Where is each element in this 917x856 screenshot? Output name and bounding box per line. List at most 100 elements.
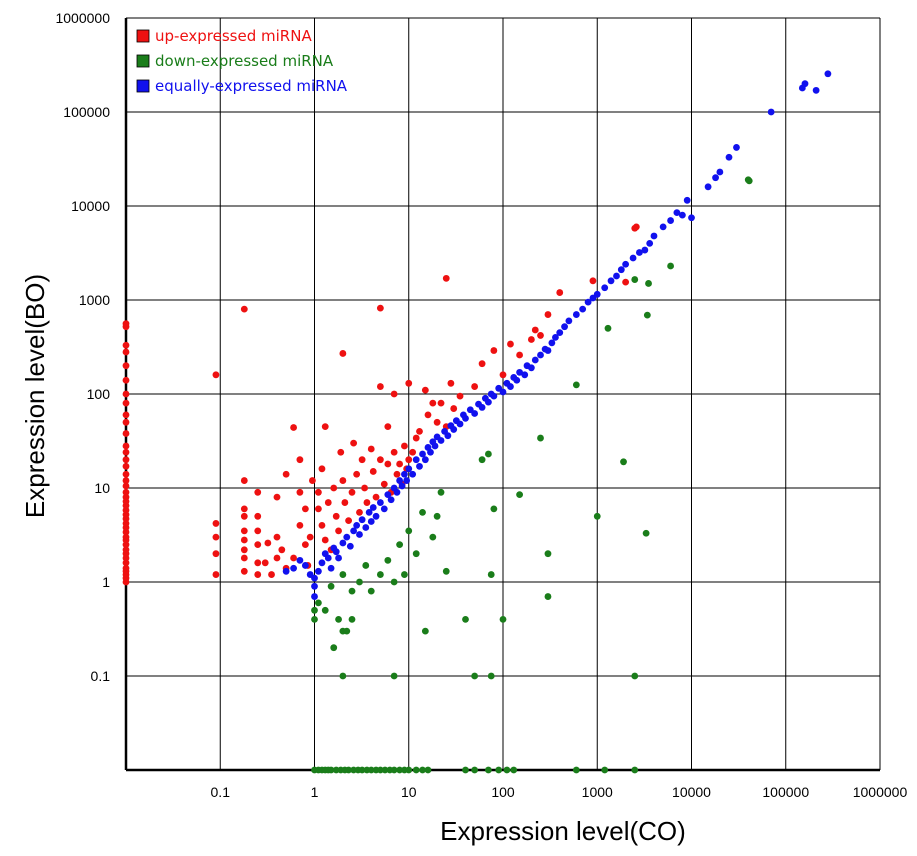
- data-point: [635, 249, 643, 256]
- data-point: [801, 80, 809, 88]
- data-point: [725, 153, 733, 161]
- data-point: [716, 168, 724, 176]
- data-point: [376, 304, 384, 312]
- data-point: [369, 468, 377, 475]
- data-point: [330, 644, 338, 652]
- data-point: [122, 399, 130, 407]
- data-point: [396, 541, 404, 548]
- data-point: [240, 512, 248, 520]
- data-point: [521, 371, 529, 379]
- data-point: [372, 493, 380, 501]
- data-point: [584, 298, 592, 306]
- data-point: [433, 512, 441, 520]
- data-point: [346, 542, 354, 550]
- data-point: [667, 217, 674, 224]
- data-point: [335, 527, 342, 535]
- data-point: [478, 360, 486, 368]
- data-point: [367, 445, 375, 453]
- data-point: [301, 541, 309, 548]
- data-point: [499, 616, 507, 623]
- y-tick-labels: 0.1 1 10 100 1000 10000 100000 1000000: [55, 10, 110, 684]
- data-point: [424, 766, 432, 774]
- data-point: [301, 562, 309, 569]
- data-point: [544, 311, 552, 318]
- x-tick-label: 10: [401, 784, 417, 800]
- x-tick-label: 10000: [672, 784, 711, 800]
- y-tick-label: 10000: [71, 198, 110, 214]
- data-point: [122, 546, 130, 554]
- data-point: [646, 240, 654, 247]
- data-point: [122, 456, 130, 464]
- data-point: [544, 347, 552, 354]
- data-point: [447, 379, 455, 387]
- data-point: [824, 70, 832, 78]
- data-point: [358, 516, 366, 524]
- data-point: [552, 334, 559, 341]
- data-point: [593, 512, 601, 520]
- data-point: [361, 484, 368, 492]
- data-point: [339, 539, 347, 547]
- data-point: [421, 456, 429, 464]
- y-tick-label: 100000: [63, 104, 110, 120]
- data-point: [589, 277, 597, 285]
- data-point: [278, 546, 286, 554]
- data-point: [565, 317, 573, 325]
- data-point: [122, 362, 130, 370]
- data-point: [327, 564, 335, 572]
- data-point: [122, 564, 130, 572]
- data-point: [433, 418, 441, 426]
- data-point: [365, 509, 373, 516]
- data-point: [341, 499, 349, 506]
- data-point: [471, 383, 479, 390]
- data-point: [622, 278, 630, 286]
- data-point: [450, 426, 458, 433]
- data-point: [296, 488, 304, 496]
- data-point: [315, 567, 322, 575]
- up-expressed-mirna-series: [122, 223, 640, 586]
- data-point: [358, 456, 366, 464]
- data-point: [645, 280, 652, 287]
- legend-label: up-expressed miRNA: [155, 27, 312, 45]
- data-point: [240, 305, 248, 313]
- data-point: [712, 174, 719, 182]
- data-point: [572, 766, 580, 774]
- data-point: [767, 108, 775, 116]
- data-point: [348, 587, 356, 595]
- data-point: [367, 518, 375, 525]
- data-point: [416, 462, 423, 470]
- data-point: [487, 672, 495, 680]
- data-point: [311, 574, 318, 582]
- data-point: [485, 766, 492, 774]
- data-point: [401, 470, 408, 478]
- data-point: [421, 386, 429, 394]
- data-point: [429, 533, 437, 541]
- data-point: [641, 246, 649, 254]
- data-point: [122, 430, 130, 437]
- data-points: [122, 70, 832, 774]
- data-point: [350, 439, 358, 447]
- data-point: [527, 364, 535, 372]
- data-point: [296, 522, 304, 529]
- grid-lines: [126, 17, 881, 770]
- data-point: [380, 505, 388, 513]
- data-point: [485, 398, 492, 406]
- data-point: [673, 209, 681, 217]
- data-point: [544, 593, 552, 600]
- data-point: [309, 477, 316, 484]
- data-point: [437, 437, 445, 444]
- data-point: [339, 477, 347, 484]
- data-point: [427, 448, 434, 456]
- y-tick-label: 1000: [79, 292, 110, 308]
- x-tick-label: 1000: [582, 784, 613, 800]
- data-point: [556, 289, 564, 296]
- data-point: [478, 456, 486, 464]
- data-point: [240, 546, 248, 554]
- data-point: [212, 520, 220, 527]
- data-point: [212, 571, 220, 578]
- data-point: [327, 766, 335, 774]
- y-tick-label: 0.1: [91, 668, 111, 684]
- data-point: [282, 567, 290, 575]
- data-point: [311, 593, 318, 600]
- data-point: [393, 488, 401, 496]
- data-point: [437, 399, 445, 407]
